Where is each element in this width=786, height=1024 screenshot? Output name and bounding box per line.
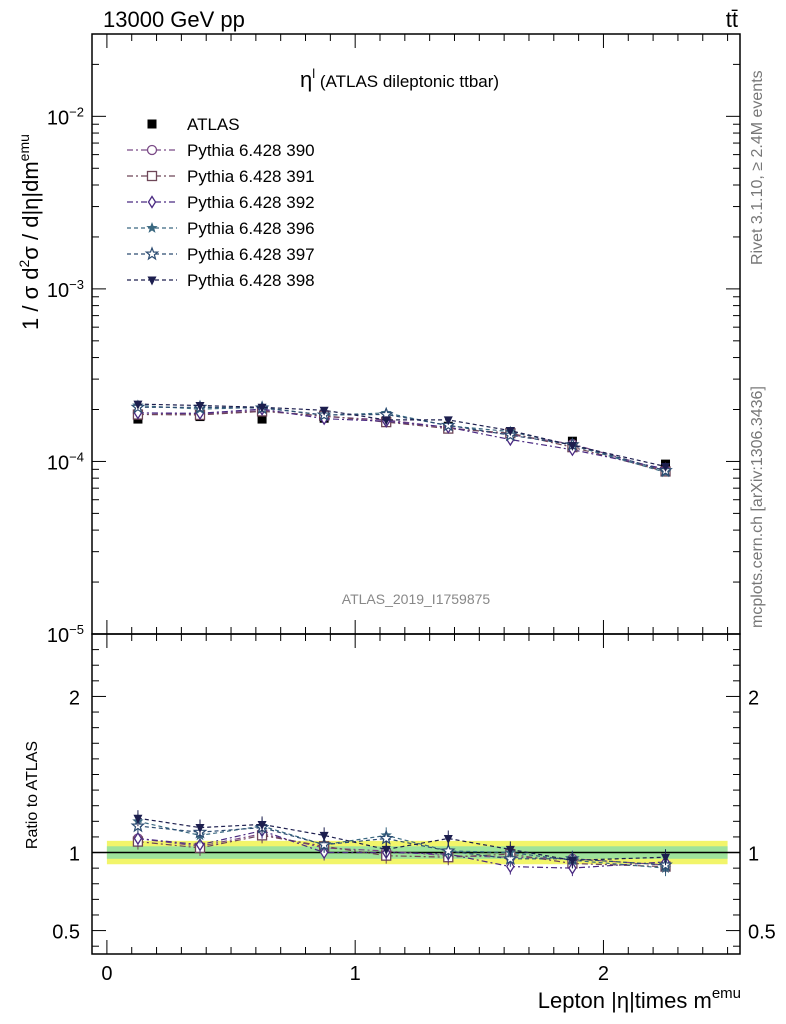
ratio-point: [505, 845, 515, 855]
main-point: [661, 462, 671, 472]
ratio-point: [195, 838, 205, 852]
main-y-tick-labels: 10−5 10−4 10−3 10−2: [47, 104, 84, 647]
x-tick-label-1: 1: [350, 963, 361, 985]
ratio-series-group: [130, 810, 673, 877]
legend-label-pythia-397: Pythia 6.428 397: [187, 245, 315, 264]
ratio-point: [503, 851, 518, 865]
rivet-version-label: Rivet 3.1.10, ≥ 2.4M events: [749, 70, 766, 265]
ratio-point: [133, 831, 143, 846]
main-y-tick-label-1e-4: 10−4: [47, 449, 84, 474]
main-series-line: [137, 408, 666, 470]
main-y-tick-label-1e-3: 10−3: [47, 277, 84, 302]
x-tick-label-2: 2: [598, 963, 609, 985]
ratio-point: [381, 845, 391, 855]
main-series-2: [132, 406, 671, 477]
ratio-y-tick-label-left-2: 2: [69, 687, 80, 709]
mcplots-label: mcplots.cern.ch [arXiv:1306.3436]: [749, 386, 766, 628]
ratio-y-tick-label-right-0.5: 0.5: [748, 922, 776, 944]
legend-label-pythia-398: Pythia 6.428 398: [187, 271, 315, 290]
ratio-point: [257, 820, 267, 830]
ratio-y-tick-label-right-1: 1: [748, 844, 759, 866]
main-series-line: [137, 404, 666, 473]
ratio-point: [195, 824, 205, 834]
x-tick-labels: 0 1 2: [101, 963, 609, 985]
main-series-line: [137, 409, 666, 472]
main-point: [443, 416, 453, 426]
main-y-axis-label: 1 / σ d2σ / d|η|dmemu: [16, 134, 43, 330]
ratio-y-tick-labels: 0.5 1 2 0.5 1 2: [52, 687, 776, 943]
main-point: [195, 401, 205, 411]
main-point: [257, 414, 267, 424]
energy-label: 13000 GeV pp: [103, 7, 245, 32]
ratio-point: [378, 830, 394, 845]
ratio-y-axis-label: Ratio to ATLAS: [24, 741, 41, 849]
legend-label-atlas: ATLAS: [187, 115, 240, 134]
legend-marker: [147, 195, 157, 209]
legend-label-pythia-390: Pythia 6.428 390: [187, 141, 315, 160]
ratio-point: [441, 843, 456, 858]
plot-title: ηl (ATLAS dileptonic ttbar): [300, 66, 499, 92]
main-series-group: [130, 399, 673, 478]
legend-marker: [146, 222, 158, 233]
ratio-axis-ticks: [92, 634, 740, 954]
legend-marker: [144, 246, 160, 261]
main-axis-ticks: [92, 33, 740, 635]
main-point: [257, 403, 267, 413]
ratio-series-5: [133, 810, 671, 869]
main-series-4: [132, 399, 672, 478]
main-series-0: [133, 412, 671, 469]
ratio-y-tick-label-left-0.5: 0.5: [52, 922, 80, 944]
ratio-point: [316, 836, 332, 851]
main-y-tick-label-1e-5: 10−5: [47, 622, 84, 647]
main-series-line: [137, 403, 666, 468]
legend-label-pythia-391: Pythia 6.428 391: [187, 167, 315, 186]
main-series-1: [132, 405, 671, 476]
legend: ATLAS Pythia 6.428 390 Pythia 6.428 391 …: [127, 115, 315, 290]
main-series-line: [137, 406, 666, 472]
legend-marker: [147, 119, 157, 129]
legend-marker: [146, 144, 158, 156]
ratio-point: [443, 834, 453, 844]
main-series-line: [137, 410, 666, 473]
ratio-point: [661, 853, 671, 863]
ratio-y-tick-label-right-2: 2: [748, 687, 759, 709]
legend-label-pythia-392: Pythia 6.428 392: [187, 193, 315, 212]
legend-marker: [147, 276, 157, 286]
main-point: [505, 427, 515, 437]
main-point: [319, 406, 329, 416]
main-series-6: [133, 400, 671, 472]
analysis-id-label: ATLAS_2019_I1759875: [342, 591, 491, 607]
main-point: [567, 441, 577, 451]
ratio-point: [319, 831, 329, 841]
main-point: [133, 400, 143, 410]
ratio-point: [133, 814, 143, 824]
main-series-3: [133, 402, 670, 476]
ratio-y-tick-label-left-1: 1: [69, 844, 80, 866]
ratio-plot-frame: [91, 633, 741, 955]
x-tick-label-0: 0: [101, 963, 112, 985]
legend-marker: [146, 170, 158, 182]
main-point: [381, 416, 391, 426]
legend-label-pythia-396: Pythia 6.428 396: [187, 219, 315, 238]
process-label: tt̄: [726, 7, 738, 32]
ratio-point: [567, 856, 577, 866]
main-y-tick-label-1e-2: 10−2: [47, 104, 84, 129]
x-axis-label: Lepton |η|times memu: [538, 985, 741, 1013]
